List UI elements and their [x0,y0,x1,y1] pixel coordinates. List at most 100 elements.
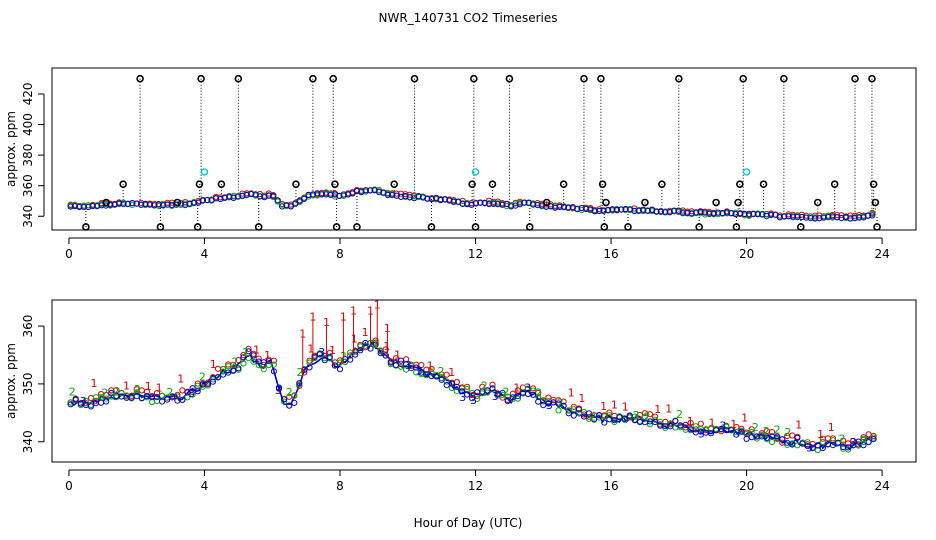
top-point-series-3 [622,205,629,213]
top-point-series-3 [345,191,352,198]
bottom-point-series-3 [514,393,522,400]
top-point-series-3 [243,192,250,199]
bottom-point-series-3 [819,444,826,452]
bottom-point-series-1 [235,357,242,364]
bottom-point-series-3 [469,395,476,402]
series-label-3: 3 [416,365,423,378]
flagged-point [468,180,476,188]
top-point-series-3 [301,195,308,202]
flagged-point [734,198,742,207]
bottom-point-series-2 [794,442,801,449]
top-point-series-3 [684,209,691,216]
top-point-series-3 [384,191,391,199]
x-tick-label-bottom-3: 12 [468,479,483,493]
bottom-point-series-3 [585,410,593,417]
bottom-point-series-1 [179,387,186,394]
bottom-point-series-3 [835,439,842,446]
bottom-point-series-3 [377,350,384,357]
bottom-ylabel: approx. ppm [4,343,18,419]
flagged-point [830,180,839,188]
bottom-point-series-1 [255,355,262,362]
top-point-series-3 [402,193,409,200]
bottom-point-series-2 [362,342,369,349]
bottom-point-series-3 [230,367,237,374]
series-label-3: 3 [698,428,705,441]
bottom-point-series-1 [560,398,567,405]
bottom-point-series-3 [67,401,74,408]
bottom-point-series-3 [372,341,379,348]
top-point-series-3 [530,201,537,208]
top-point-series-3 [671,207,678,214]
bottom-point-series-1 [113,387,120,394]
bottom-point-series-1 [545,394,552,401]
bottom-point-series-3 [433,373,440,380]
series-label-3: 3 [275,384,282,397]
top-ylabel: approx. ppm [4,111,18,187]
bottom-point-series-1 [392,355,399,362]
bottom-point-series-3 [738,428,745,435]
bottom-point-series-2 [352,349,359,356]
bottom-point-series-3 [631,417,638,424]
bottom-point-series-3 [301,366,308,373]
top-point-series-2 [160,200,167,207]
top-point-series-3 [274,197,281,204]
flagged-point [292,180,300,188]
top-point-series-3 [816,215,823,222]
series-label-2: 2 [372,338,379,351]
flagged-point [736,180,744,188]
x-tick-label-bottom-4: 16 [603,479,618,493]
bottom-point-series-3 [682,421,689,428]
bottom-point-series-3 [438,376,445,383]
flagged-point [470,74,478,83]
figure-title: NWR_140731 CO2 Timeseries [379,11,558,25]
series-label-3: 3 [80,395,87,408]
bottom-point-series-1 [474,392,481,399]
y-tick-label-top-3: 400 [21,113,35,136]
top-point-series-3 [102,202,110,209]
bottom-point-series-1 [646,411,654,418]
bottom-point-series-3 [275,384,283,391]
top-point-series-3 [89,203,96,210]
flagged-point [602,198,610,207]
flagged-point [869,180,878,188]
bottom-point-series-3 [220,371,227,378]
top-point-series-3 [741,210,748,217]
bottom-point-series-3 [352,351,359,358]
bottom-point-series-3 [291,399,298,406]
top-point-series-3 [146,201,153,208]
x-tick-label-top-5: 20 [739,247,754,261]
flagged-point [332,223,341,231]
series-label-1: 1 [568,386,575,399]
top-point-series-3 [362,187,369,194]
bottom-point-series-2 [606,412,613,419]
bottom-point-series-3 [794,434,801,441]
bottom-point-series-3 [728,426,735,433]
spike-label: 1 [340,310,347,323]
bottom-point-series-3 [316,351,323,358]
top-point-series-3 [124,200,132,208]
bottom-point-series-3 [591,416,598,423]
bottom-point-series-1 [748,426,755,433]
bottom-point-series-3 [240,354,247,361]
flagged-point [119,180,127,188]
top-point-series-2 [411,193,418,200]
top-point-series-3 [556,203,563,210]
bottom-point-series-2 [291,392,298,399]
top-point-series-3 [789,213,797,220]
top-point-series-3 [248,191,255,198]
bottom-point-series-3 [667,423,674,430]
bottom-point-series-3 [611,417,618,424]
spike-label: 1 [299,328,306,341]
bottom-point-series-3 [560,402,567,409]
top-point-series-2 [230,192,237,199]
top-point-series-3 [318,191,325,198]
series-label-1: 1 [394,349,401,362]
bottom-point-series-3 [865,439,872,446]
flagged-point [505,74,514,83]
top-point-series-3 [710,210,717,217]
bottom-point-series-1 [687,419,694,427]
bottom-point-series-3 [103,398,110,405]
flagged-point [102,198,111,207]
bottom-point-series-1 [372,337,379,344]
